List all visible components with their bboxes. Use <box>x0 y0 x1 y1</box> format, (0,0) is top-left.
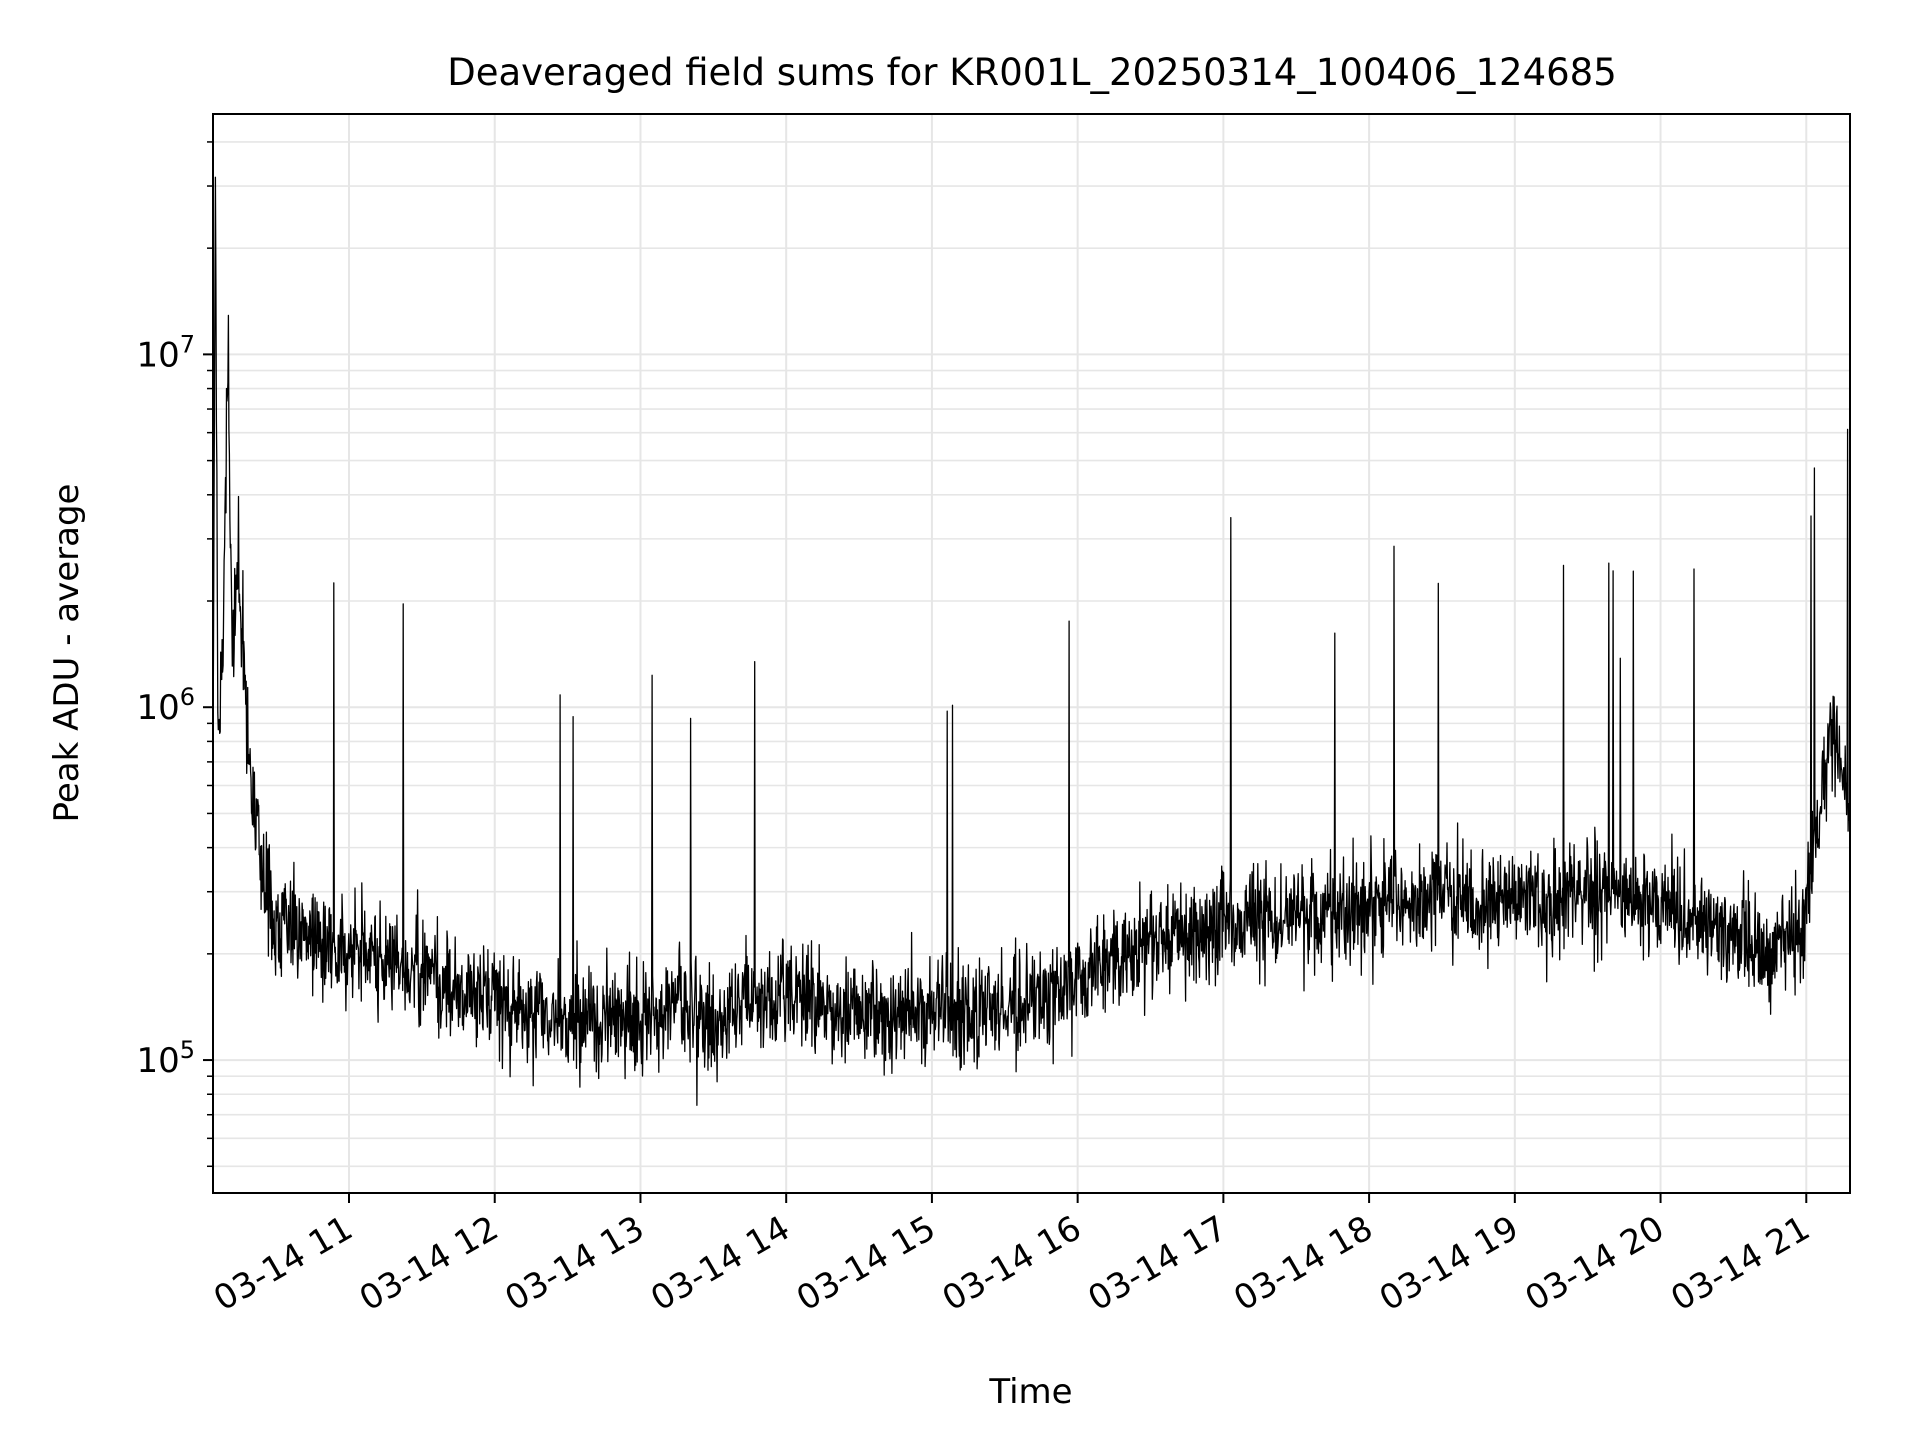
grid-layer <box>213 114 1850 1193</box>
data-layer <box>212 176 1851 1106</box>
x-axis-label: Time <box>988 1372 1072 1412</box>
y-axis-label: Peak ADU - average <box>47 484 87 823</box>
data-series-line-0 <box>212 176 1851 1106</box>
y-tick-label: 105 <box>136 1036 195 1081</box>
y-tick-label: 106 <box>136 683 195 728</box>
plot-frame <box>212 113 1851 1194</box>
chart-title: Deaveraged field sums for KR001L_2025031… <box>447 51 1617 94</box>
y-tick-label: 107 <box>136 330 195 375</box>
